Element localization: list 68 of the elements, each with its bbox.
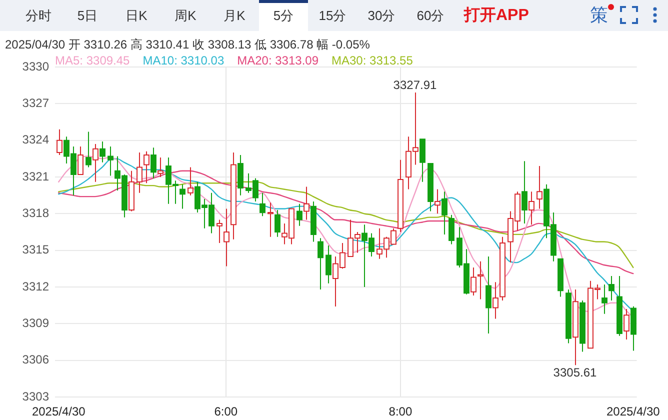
candlestick [434,188,440,214]
candlestick [268,202,274,238]
text: 月K [222,7,246,25]
candlestick [180,184,186,210]
y-tick-label: 3303 [22,389,50,404]
y-tick-label: 3312 [22,279,50,294]
candlestick [304,186,310,220]
candlestick [602,284,608,314]
text: MA20: 3313.09 [237,53,319,68]
candlestick [188,166,194,196]
x-tick-label: 2025/4/30 [32,404,86,419]
candlestick [528,191,534,226]
candlestick [448,214,454,245]
candlestick [536,166,542,210]
text: 策 [590,4,608,27]
candlestick [492,282,498,320]
candlestick [274,210,280,238]
candlestick [624,308,630,340]
y-tick-label: 3330 [22,59,50,74]
text: 分时 [24,7,52,25]
candlestick [296,203,302,226]
candlestick [486,256,492,334]
text: 5日 [76,7,99,25]
y-tick-label: 3321 [22,169,50,184]
annotation: 3327.91 [393,78,437,92]
candlestick [136,152,142,194]
y-tick-label: 3306 [22,352,50,367]
candlestick [56,128,62,156]
text: 15分 [318,7,348,25]
y-tick-label: 3315 [22,242,50,257]
candlestick [100,141,106,163]
candlestick [108,146,114,176]
y-tick-label: 3309 [22,316,50,330]
x-tick-label: 2025/4/30 [606,404,660,419]
candlestick [260,192,266,217]
candlestick [144,150,150,184]
chart-title: 2025/04/30 开 3310.26 高 3310.41 收 3308.13 低 3306.78 幅 -0.05% [5,37,370,52]
line-series [58,181,634,268]
text: 60分 [416,7,446,25]
text: 30分 [366,7,396,25]
y-tick-label: 3327 [22,96,50,110]
candlestick [478,260,484,300]
text: 日K [124,7,148,25]
candlestick [158,156,164,178]
text: MA10: 3310.03 [142,53,224,68]
candlestick [216,219,222,244]
y-tick-label: 3324 [22,132,50,147]
candlestick [150,147,156,179]
candlestick [326,244,332,284]
candlestick [420,138,426,182]
candlestick [86,131,92,168]
candlestick [318,238,324,290]
candlestick [522,160,528,224]
y-tick-label: 3318 [22,206,50,220]
text: 5分 [259,0,308,31]
text: 周K [174,7,198,25]
candlestick [442,191,448,235]
x-tick-label: 6:00 [214,404,238,419]
candlestick [92,144,98,182]
candlestick [224,208,230,267]
candlestick [78,146,84,176]
x-tick-label: 8:00 [388,404,412,419]
candlestick [608,276,614,301]
text: MA5: 3309.45 [55,53,130,68]
candlestick [470,266,476,296]
annotation: 3305.61 [553,365,597,380]
text: 打开APP [464,6,529,26]
text: MA30: 3313.55 [332,53,414,68]
